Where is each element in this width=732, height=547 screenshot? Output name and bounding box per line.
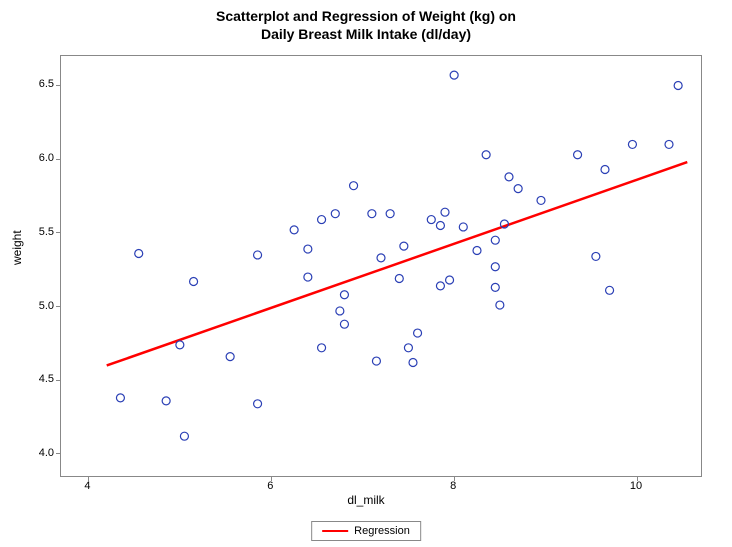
data-point xyxy=(400,242,408,250)
regression-line xyxy=(107,162,688,365)
y-tick xyxy=(56,306,61,307)
data-point xyxy=(386,210,394,218)
data-point xyxy=(674,81,682,89)
data-point xyxy=(665,140,673,148)
x-axis-label: dl_milk xyxy=(347,493,384,507)
data-point xyxy=(176,341,184,349)
data-point xyxy=(459,223,467,231)
plot-svg xyxy=(61,56,701,476)
y-tick xyxy=(56,159,61,160)
data-point xyxy=(505,173,513,181)
data-point xyxy=(441,208,449,216)
data-point xyxy=(162,397,170,405)
x-tick-label: 6 xyxy=(267,480,273,492)
data-point xyxy=(601,165,609,173)
legend-line-swatch xyxy=(322,530,348,532)
data-point xyxy=(628,140,636,148)
data-point xyxy=(491,283,499,291)
data-point xyxy=(190,277,198,285)
data-point xyxy=(226,353,234,361)
data-point xyxy=(446,276,454,284)
data-point xyxy=(450,71,458,79)
data-point xyxy=(404,344,412,352)
data-point xyxy=(372,357,380,365)
y-tick-label: 6.0 xyxy=(39,152,54,164)
scatter-chart: Scatterplot and Regression of Weight (kg… xyxy=(0,0,732,547)
data-point xyxy=(574,151,582,159)
data-point xyxy=(180,432,188,440)
data-point xyxy=(254,251,262,259)
data-point xyxy=(368,210,376,218)
data-point xyxy=(491,236,499,244)
data-point xyxy=(436,221,444,229)
data-point xyxy=(116,394,124,402)
data-point xyxy=(496,301,504,309)
y-tick-label: 4.0 xyxy=(39,447,54,459)
data-point xyxy=(537,196,545,204)
legend: Regression xyxy=(311,521,421,541)
data-point xyxy=(331,210,339,218)
data-point xyxy=(318,344,326,352)
plot-area xyxy=(60,55,702,477)
data-point xyxy=(290,226,298,234)
x-tick-label: 8 xyxy=(450,480,456,492)
data-point xyxy=(304,273,312,281)
data-point xyxy=(377,254,385,262)
chart-title: Scatterplot and Regression of Weight (kg… xyxy=(0,0,732,43)
data-point xyxy=(318,216,326,224)
y-tick xyxy=(56,85,61,86)
data-point xyxy=(606,286,614,294)
legend-label: Regression xyxy=(354,525,410,537)
data-point xyxy=(427,216,435,224)
data-point xyxy=(409,359,417,367)
y-tick-label: 4.5 xyxy=(39,373,54,385)
data-point xyxy=(135,249,143,257)
y-tick xyxy=(56,380,61,381)
data-point xyxy=(414,329,422,337)
data-point xyxy=(482,151,490,159)
data-point xyxy=(514,185,522,193)
x-tick-label: 4 xyxy=(84,480,90,492)
data-point xyxy=(336,307,344,315)
y-tick-label: 5.0 xyxy=(39,300,54,312)
title-line-1: Scatterplot and Regression of Weight (kg… xyxy=(0,8,732,26)
data-point xyxy=(254,400,262,408)
data-point xyxy=(395,275,403,283)
data-point xyxy=(491,263,499,271)
x-tick-label: 10 xyxy=(630,480,642,492)
y-tick xyxy=(56,453,61,454)
y-tick-label: 5.5 xyxy=(39,226,54,238)
data-point xyxy=(473,247,481,255)
data-point xyxy=(340,291,348,299)
data-point xyxy=(436,282,444,290)
data-point xyxy=(350,182,358,190)
y-tick xyxy=(56,232,61,233)
data-point xyxy=(340,320,348,328)
data-point xyxy=(592,252,600,260)
y-axis-label: weight xyxy=(10,230,24,265)
y-tick-label: 6.5 xyxy=(39,78,54,90)
title-line-2: Daily Breast Milk Intake (dl/day) xyxy=(0,26,732,44)
data-point xyxy=(304,245,312,253)
